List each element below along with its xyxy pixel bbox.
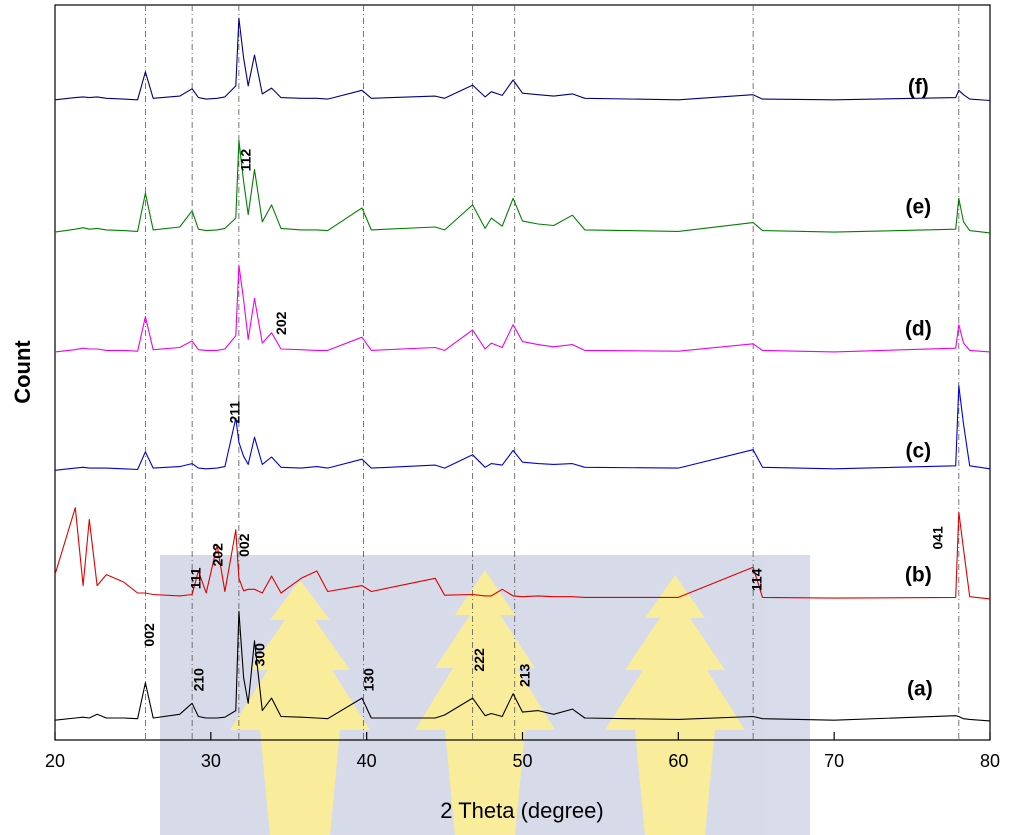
watermark xyxy=(160,555,810,835)
series-label: (c) xyxy=(905,439,931,462)
x-tick-label: 60 xyxy=(668,751,688,771)
peak-label: 300 xyxy=(251,643,267,667)
series-label: (f) xyxy=(908,76,929,99)
peak-label: 130 xyxy=(360,668,376,692)
peak-label: 213 xyxy=(516,663,532,687)
peak-label: 002 xyxy=(236,533,252,557)
x-tick-label: 40 xyxy=(357,751,377,771)
y-axis-label: Count xyxy=(10,340,35,404)
peak-label: 202 xyxy=(273,311,289,335)
x-tick-label: 80 xyxy=(980,751,1000,771)
peak-label: 222 xyxy=(471,648,487,672)
peak-label: 112 xyxy=(237,149,253,172)
series-label: (a) xyxy=(907,678,933,701)
series-label: (b) xyxy=(905,564,932,587)
peak-label: 111 xyxy=(188,567,204,589)
xrd-trace xyxy=(55,386,990,471)
xrd-trace xyxy=(55,265,990,352)
x-axis-label: 2 Theta (degree) xyxy=(440,798,603,823)
x-tick-label: 20 xyxy=(45,751,65,771)
peak-label: 041 xyxy=(929,526,945,550)
chart: 2 Theta (degree) Count 20 30 40 50 60 70 80 (a)… xyxy=(0,0,1011,835)
peak-label: 002 xyxy=(141,623,157,647)
x-tick-label: 50 xyxy=(512,751,532,771)
peak-label: 114 xyxy=(749,568,765,591)
peak-label: 211 xyxy=(226,401,242,424)
xrd-trace xyxy=(55,18,990,100)
series-label: (e) xyxy=(905,195,931,218)
xrd-trace xyxy=(55,140,990,233)
x-tick-label: 70 xyxy=(824,751,844,771)
series-label: (d) xyxy=(905,317,932,340)
peak-label: 210 xyxy=(191,668,207,692)
x-tick-label: 30 xyxy=(201,751,221,771)
peak-label: 202 xyxy=(209,543,225,567)
